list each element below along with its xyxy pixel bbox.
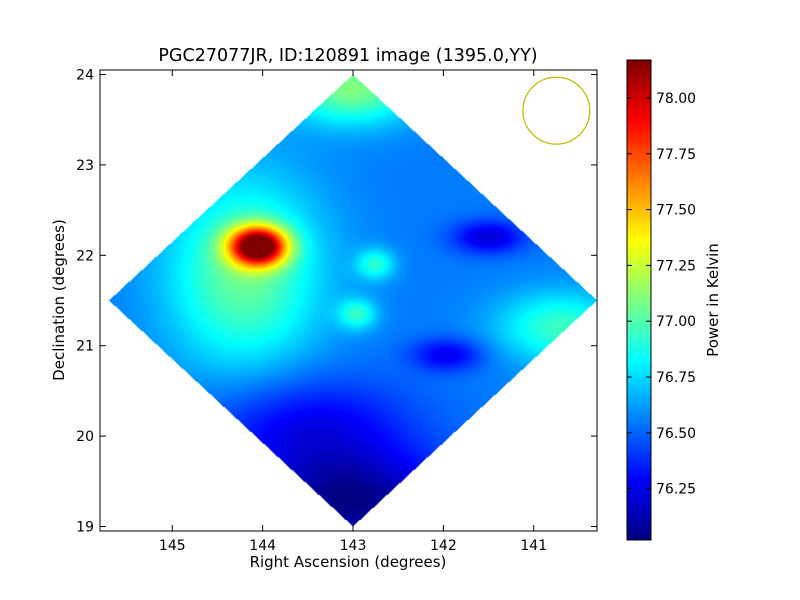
x-axis-label: Right Ascension (degrees): [250, 553, 447, 571]
colorbar: 76.25 76.50 76.75 77.00 77.25 77.50 77.75 78.00…: [626, 59, 722, 541]
x-tick-label: 142: [430, 538, 457, 554]
x-tick-label: 143: [340, 538, 367, 554]
colorbar-tick-label: 78.00: [656, 91, 696, 107]
colorbar-tick-label: 76.50: [656, 426, 696, 442]
chart-title: PGC27077JR, ID:120891 image (1395.0,YY): [158, 46, 537, 66]
plot-frame: [99, 69, 598, 532]
plot-area: [99, 69, 598, 532]
y-axis-label: Declination (degrees): [50, 219, 68, 381]
y-axis: 19 20 21 22 23 24: [76, 68, 597, 535]
y-tick-label: 21: [76, 339, 94, 355]
heatmap-image: [100, 70, 597, 531]
y-tick-label: 23: [76, 158, 94, 174]
colorbar-tick-label: 77.50: [656, 203, 696, 219]
colorbar-tick-label: 77.00: [656, 314, 696, 330]
x-tick-label: 141: [520, 538, 547, 554]
colorbar-tick-label: 76.25: [656, 482, 696, 498]
colorbar-frame: [626, 59, 652, 541]
colorbar-gradient: [627, 60, 651, 540]
x-tick-label: 144: [249, 538, 276, 554]
y-tick-label: 22: [76, 248, 94, 264]
x-axis: 145 144 143 142 141: [159, 70, 547, 554]
colorbar-label: Power in Kelvin: [704, 243, 722, 357]
colorbar-tick-label: 77.75: [656, 147, 696, 163]
x-tick-label: 145: [159, 538, 186, 554]
y-tick-label: 20: [76, 429, 94, 445]
y-tick-label: 19: [76, 519, 94, 535]
colorbar-ticks: 76.25 76.50 76.75 77.00 77.25 77.50 77.75 78.00: [627, 91, 696, 498]
y-tick-label: 24: [76, 68, 94, 84]
beam-circle: [522, 76, 591, 145]
colorbar-tick-label: 76.75: [656, 370, 696, 386]
colorbar-tick-label: 77.25: [656, 258, 696, 274]
